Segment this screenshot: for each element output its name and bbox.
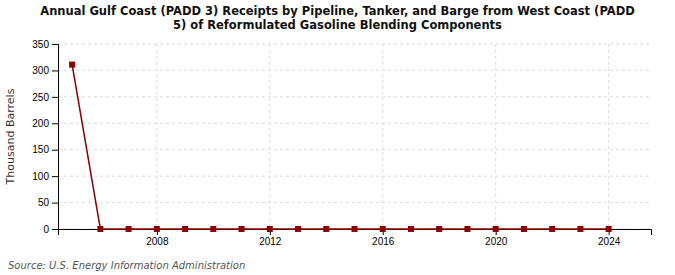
grid-line [58, 44, 651, 45]
grid-line [269, 44, 270, 229]
point [323, 226, 329, 232]
tick-mark [52, 229, 58, 230]
tick: 50 [38, 197, 58, 208]
tick-label: 2012 [259, 236, 282, 247]
point [352, 226, 358, 232]
point [521, 226, 527, 232]
tick-label: 2020 [485, 236, 508, 247]
chart: 2008 2012 2016 2020 2024 0 50 100 150 200 250 300 35… [0, 0, 675, 275]
point [69, 62, 75, 68]
tick-label: 150 [32, 144, 49, 155]
grid-line [58, 202, 651, 203]
title: Annual Gulf Coast (PADD 3) Receipts by P… [40, 4, 635, 32]
tick-mark [52, 150, 58, 151]
y-axis-title: Thousand Barrels [4, 88, 17, 185]
tick-label: 2008 [146, 236, 169, 247]
point [408, 226, 414, 232]
point [549, 226, 555, 232]
plot-area: 2008 2012 2016 2020 2024 0 50 100 150 200 250 300 35… [32, 39, 651, 247]
point [97, 226, 103, 232]
grid-line [58, 70, 651, 71]
axis-line [52, 45, 59, 230]
grid [58, 44, 651, 229]
tick-label: 200 [32, 118, 49, 129]
tick-mark [52, 176, 58, 177]
tick-mark [52, 70, 58, 71]
point [436, 226, 442, 232]
source: Source: U.S. Energy Information Administ… [8, 260, 245, 271]
tick-label: 2016 [372, 236, 395, 247]
tick-label: 250 [32, 92, 49, 103]
tick: 200 [32, 118, 58, 129]
point [577, 226, 583, 232]
tick-mark [52, 44, 58, 45]
point [154, 226, 160, 232]
line [72, 65, 609, 229]
tick: 100 [32, 171, 58, 182]
tick-label: 0 [43, 224, 49, 235]
grid-line [58, 149, 651, 150]
tick-label: 50 [38, 197, 50, 208]
point [267, 226, 273, 232]
point [606, 226, 612, 232]
tick-label: 100 [32, 171, 49, 182]
point [126, 226, 132, 232]
tick-mark [52, 97, 58, 98]
grid-line [156, 44, 157, 229]
grid-line [58, 176, 651, 177]
tick-mark [52, 203, 58, 204]
tick-label: 2024 [598, 236, 621, 247]
point [182, 226, 188, 232]
grid-line [382, 44, 383, 229]
point [210, 226, 216, 232]
tick-label: 300 [32, 65, 49, 76]
grid-line [58, 96, 651, 97]
grid-line [495, 44, 496, 229]
tick-label: 350 [32, 39, 49, 50]
series [69, 62, 612, 232]
point [493, 226, 499, 232]
grid-line [608, 44, 609, 229]
tick-mark [52, 123, 58, 124]
point [380, 226, 386, 232]
tick: 250 [32, 92, 58, 103]
tick: 350 [32, 39, 58, 50]
grid-line [58, 123, 651, 124]
tick: 0 [43, 224, 58, 235]
point [239, 226, 245, 232]
y-axis: 0 50 100 150 200 250 300 350 [32, 39, 58, 235]
tick: 150 [32, 144, 58, 155]
tick: 300 [32, 65, 58, 76]
point [464, 226, 470, 232]
point [295, 226, 301, 232]
